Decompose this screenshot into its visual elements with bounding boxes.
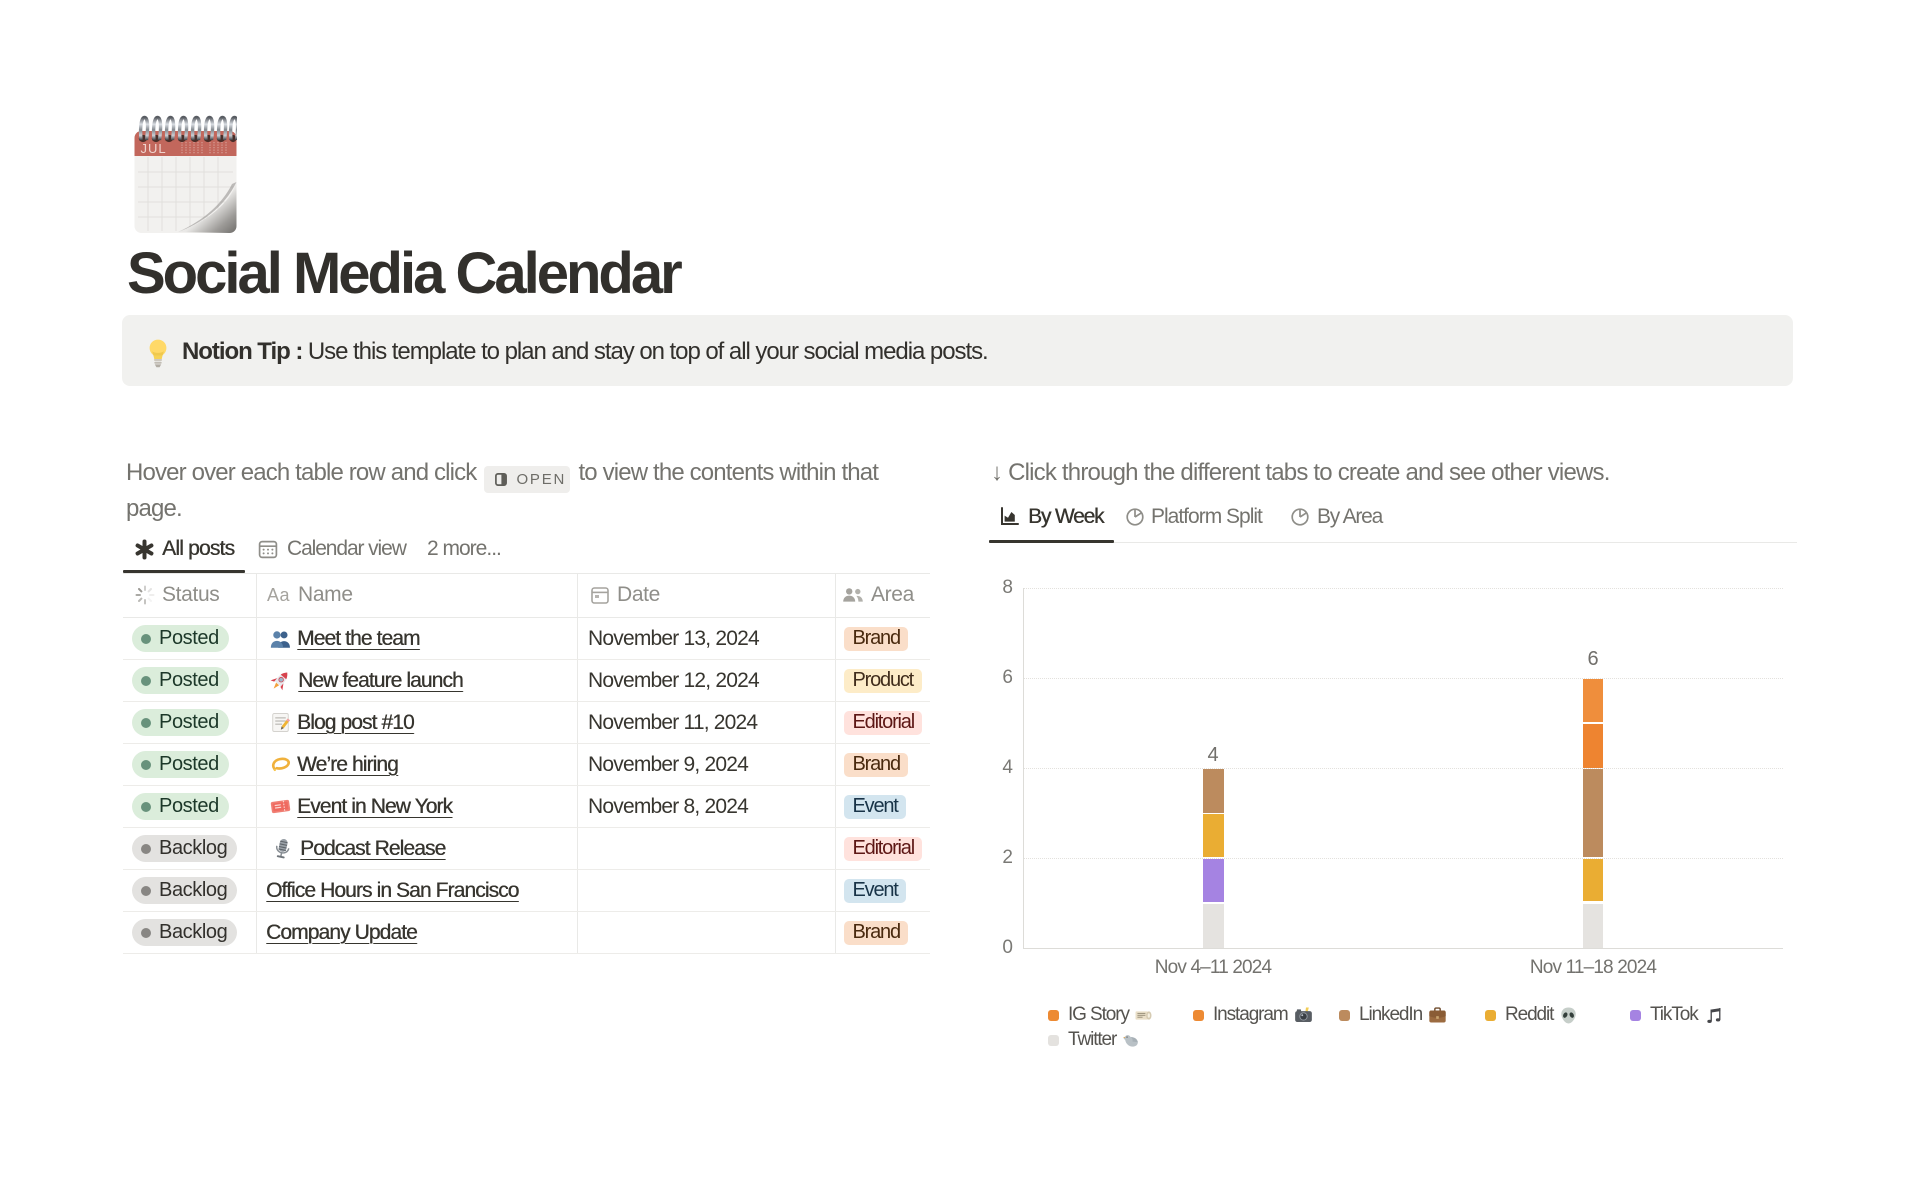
svg-text:JUL: JUL <box>141 141 167 156</box>
